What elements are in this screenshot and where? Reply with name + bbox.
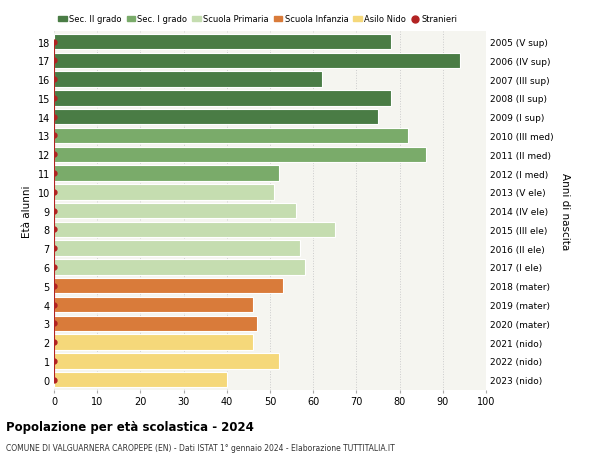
Bar [54,316,257,331]
Bar [54,372,227,387]
Bar [54,35,391,50]
Bar [54,72,322,88]
Y-axis label: Anni di nascita: Anni di nascita [560,173,571,250]
Text: Popolazione per età scolastica - 2024: Popolazione per età scolastica - 2024 [6,420,254,433]
Bar [54,185,274,200]
Text: COMUNE DI VALGUARNERA CAROPEPE (EN) - Dati ISTAT 1° gennaio 2024 - Elaborazione : COMUNE DI VALGUARNERA CAROPEPE (EN) - Da… [6,443,395,452]
Bar [54,335,253,350]
Bar [54,91,391,106]
Bar [54,110,378,125]
Bar [54,260,305,275]
Bar [54,222,335,238]
Y-axis label: Età alunni: Età alunni [22,185,32,237]
Bar [54,297,253,313]
Bar [54,129,408,144]
Bar [54,279,283,294]
Bar [54,241,300,256]
Bar [54,203,296,219]
Bar [54,147,425,162]
Legend: Sec. II grado, Sec. I grado, Scuola Primaria, Scuola Infanzia, Asilo Nido, Stran: Sec. II grado, Sec. I grado, Scuola Prim… [58,16,458,24]
Bar [54,353,278,369]
Bar [54,166,278,181]
Bar [54,54,460,69]
